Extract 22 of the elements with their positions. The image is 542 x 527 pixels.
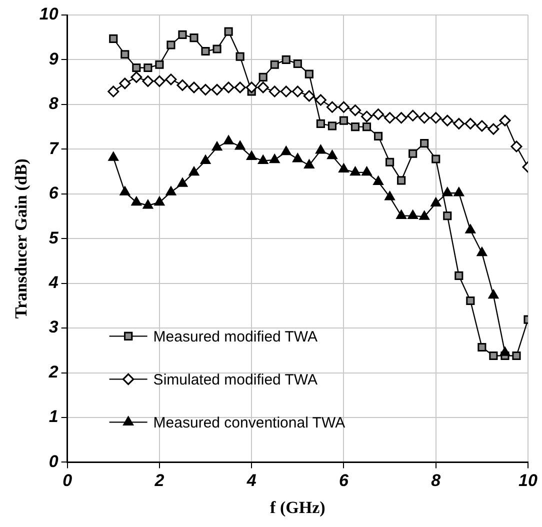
y-tick-label: 10 xyxy=(39,4,59,24)
x-tick-label: 2 xyxy=(154,471,165,490)
y-axis-title: Transducer Gain (dB) xyxy=(12,158,31,319)
x-axis-title: f (GHz) xyxy=(270,498,326,518)
legend-label: Simulated modified TWA xyxy=(153,371,318,388)
y-tick-label: 6 xyxy=(48,184,59,203)
y-tick-label: 0 xyxy=(48,452,59,471)
y-tick-label: 9 xyxy=(48,49,59,68)
legend-label: Measured modified TWA xyxy=(153,328,318,346)
x-tick-label: 4 xyxy=(246,471,257,490)
y-tick-label: 7 xyxy=(48,138,60,158)
y-tick-label: 3 xyxy=(48,318,59,337)
x-tick-label: 8 xyxy=(431,471,442,490)
y-tick-label: 2 xyxy=(48,362,59,382)
y-tick-label: 4 xyxy=(48,273,59,292)
x-tick-label: 0 xyxy=(62,471,73,490)
legend-label: Measured conventional TWA xyxy=(153,414,346,432)
y-tick-label: 5 xyxy=(48,228,59,248)
x-tick-label: 10 xyxy=(518,471,538,490)
y-tick-label: 8 xyxy=(48,94,59,114)
x-tick-label: 6 xyxy=(338,471,349,490)
y-tick-label: 1 xyxy=(48,407,58,426)
